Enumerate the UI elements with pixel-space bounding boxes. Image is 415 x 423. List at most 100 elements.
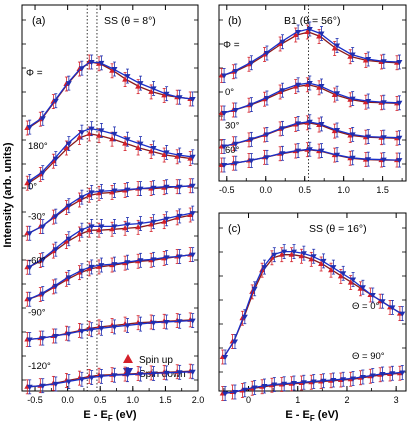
panel-a-point-up [109, 136, 116, 142]
panel-a-point-down [39, 291, 46, 297]
panel-c-point-down [271, 382, 278, 388]
panel-b-point-up [347, 96, 354, 102]
panel-b-point-down [221, 111, 228, 117]
panel-c-point-down [300, 251, 307, 257]
panel-c-point-down [359, 375, 366, 381]
panel-c-point-down [291, 249, 297, 255]
panel-a-point-down [78, 66, 85, 72]
panel-a-point-down [52, 334, 59, 340]
panel-a-point-down [150, 146, 157, 152]
panel-a-point-down [88, 375, 95, 381]
panel-a-point-up [96, 263, 102, 269]
panel-a-point-up [76, 230, 83, 236]
panel-a-point-down [176, 153, 183, 159]
panel-a-point-down [163, 370, 170, 377]
panel-c-point-down [222, 391, 229, 397]
panel-a-point-down [39, 257, 46, 263]
panel-a-point-up [76, 134, 83, 140]
panel-a-point-up [135, 224, 142, 230]
panel-b-xtick-label: 0.5 [298, 185, 311, 195]
panel-a-point-down [150, 86, 157, 92]
y-axis-label: Intensity (arb. units) [2, 142, 14, 247]
panel-b-point-down [295, 82, 302, 88]
panel-a-point-down [98, 128, 105, 134]
panel-b-point-up [331, 45, 338, 51]
panel-a-point-down [98, 60, 105, 67]
panel-c-point-down [271, 252, 278, 258]
panel-a-point-down [98, 374, 105, 380]
panel-c-point-down [261, 265, 268, 271]
panel-a-point-down [39, 116, 46, 122]
panel-b-point-down [380, 59, 387, 65]
panel-a-point-down [150, 371, 157, 377]
panel-a-point-down [78, 228, 85, 234]
panel-b-frame [218, 4, 407, 182]
panel-b-letter: (b) [228, 15, 241, 27]
panel-a-point-down [111, 324, 118, 331]
panel-a-point-up [86, 265, 93, 271]
panel-a-point-up [86, 227, 93, 233]
panel-a-point-down [124, 222, 131, 228]
panel-a-point-down [65, 203, 72, 209]
panel-c-point-up [357, 285, 364, 291]
panel-a-point-down [26, 384, 33, 390]
panel-a-point-down [78, 329, 85, 335]
panel-a-point-down [137, 258, 144, 264]
panel-a-xtick-label: 0.5 [94, 395, 107, 405]
panel-a-point-down [163, 320, 170, 326]
panel-b-point-down [334, 152, 341, 158]
panel-a-point-up [174, 153, 181, 159]
panel-c-point-down [359, 285, 366, 291]
panel-a-point-down [26, 265, 33, 271]
panel-a-point-down [52, 247, 59, 253]
panel-a-point-down [189, 211, 196, 217]
panel-a-point-up [174, 214, 181, 220]
panel-c-point-up [298, 253, 305, 259]
panel-a-point-up [86, 130, 93, 136]
panel-b-point-down [306, 119, 313, 125]
panel-b-point-down [248, 158, 255, 164]
panel-a-point-up [161, 218, 168, 224]
panel-c-point-down [232, 390, 238, 396]
panel-a-point-down [124, 187, 131, 193]
panel-b-title: B1 (θ = 56°) [284, 15, 340, 27]
panel-c-point-down [261, 384, 268, 390]
panel-a-point-down [176, 254, 183, 260]
panel-a-point-down [65, 81, 72, 87]
panel-c-point-up [288, 251, 295, 257]
panel-a-point-down [137, 186, 144, 192]
panel-b-point-up [331, 127, 338, 134]
panel-a-point-down [111, 131, 118, 138]
panel-a-fit-down [28, 253, 192, 300]
panel-a-point-down [78, 195, 85, 201]
panel-b-point-down [306, 27, 313, 33]
panel-a-point-up [76, 196, 83, 202]
panel-a-fit-up [28, 253, 192, 300]
panel-a-point-up [122, 225, 129, 231]
panel-c-point-down [320, 378, 327, 384]
panel-a-point-down [150, 257, 157, 263]
panel-a-point-down [176, 184, 183, 190]
panel-c-point-down [350, 277, 357, 283]
panel-b-point-down [279, 151, 286, 157]
panel-a-point-down [163, 91, 170, 97]
panel-a-point-down [88, 327, 95, 333]
panel-b-point-down [349, 155, 356, 161]
panel-a-xtick-label: -0.5 [27, 395, 43, 405]
panel-a-point-down [88, 264, 95, 271]
panel-b-point-down [232, 141, 239, 147]
panel-b-point-up [292, 83, 299, 89]
panel-a-point-up [63, 144, 70, 150]
panel-b-point-up [347, 53, 354, 59]
panel-a-point-down [111, 373, 118, 379]
panel-a-curve-label: -90° [28, 308, 46, 319]
panel-a-point-down [137, 141, 144, 147]
panel-c-point-down [291, 381, 297, 387]
panel-c-point-up [308, 256, 315, 262]
panel-a-point-down [189, 154, 196, 160]
panel-b-point-down [263, 155, 270, 161]
panel-b-xtick-label: -0.5 [219, 185, 235, 195]
panel-a-point-down [189, 97, 196, 103]
panel-c-frame [218, 212, 407, 392]
panel-b-curve-label: 60° [225, 145, 240, 156]
